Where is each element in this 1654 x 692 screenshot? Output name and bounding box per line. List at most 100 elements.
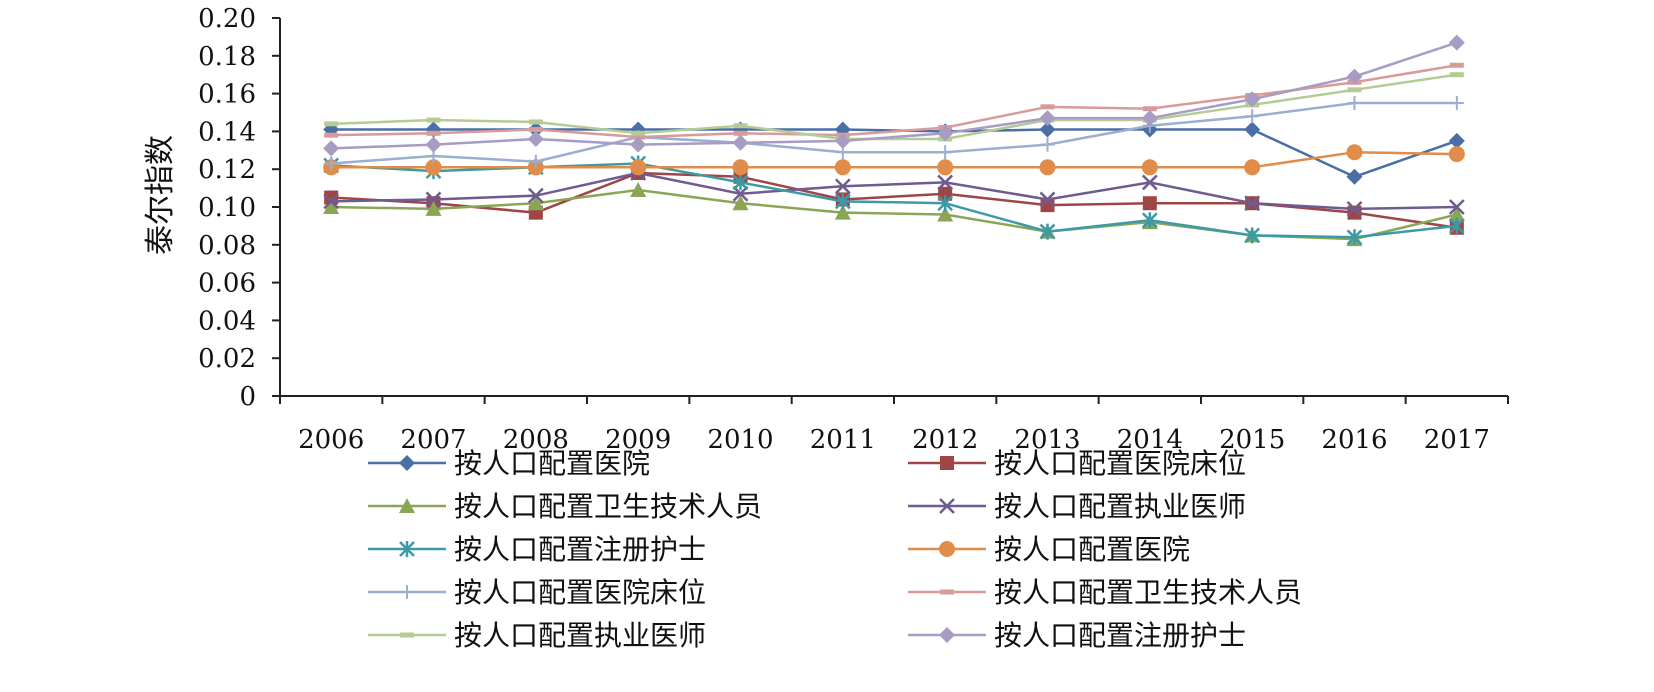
legend-item: 按人口配置注册护士	[368, 533, 706, 566]
data-point-shape	[834, 159, 851, 176]
legend-marker	[939, 627, 955, 643]
x-tick-label: 2013	[1014, 425, 1080, 455]
y-tick-label: 0.18	[198, 42, 256, 72]
data-point	[1039, 159, 1056, 176]
data-point-shape	[324, 156, 339, 171]
legend-marker	[940, 589, 954, 595]
legend-marker-shape	[940, 456, 954, 470]
y-tick-label: 0.12	[198, 155, 256, 185]
data-point	[527, 195, 544, 211]
data-point-shape	[1346, 144, 1363, 161]
y-tick-label: 0.08	[198, 231, 256, 261]
data-point-shape	[1039, 110, 1056, 127]
series-line	[331, 171, 1458, 230]
data-point-shape	[1141, 159, 1158, 176]
data-point	[937, 195, 954, 212]
data-point-shape	[1449, 72, 1464, 78]
legend-marker-shape	[399, 541, 415, 557]
data-point-shape	[1346, 229, 1363, 246]
data-point-shape	[937, 206, 954, 222]
y-tick-label: 0.20	[198, 4, 256, 34]
data-point	[630, 136, 647, 153]
data-point-shape	[732, 134, 749, 151]
legend-item: 按人口配置医院	[368, 447, 650, 480]
x-tick-label: 2007	[400, 425, 466, 455]
data-point	[1040, 137, 1055, 152]
data-point-shape	[1244, 227, 1261, 244]
series-4	[323, 165, 1465, 217]
legend-marker-shape	[939, 627, 955, 643]
data-point-shape	[527, 195, 544, 211]
data-point	[1244, 159, 1261, 176]
legend-marker-shape	[400, 585, 414, 599]
legend-item: 按人口配置医院床位	[368, 576, 706, 609]
y-tick-label: 0.02	[198, 344, 256, 374]
data-point-shape	[425, 191, 442, 208]
data-point	[1244, 227, 1261, 244]
legend-label: 按人口配置执业医师	[454, 619, 706, 652]
data-point	[1346, 201, 1363, 217]
data-point	[834, 193, 851, 210]
legend-item: 按人口配置医院床位	[908, 447, 1246, 480]
legend-marker-shape	[939, 498, 955, 514]
data-point-shape	[732, 174, 749, 191]
data-point-shape	[1039, 223, 1056, 240]
data-point	[1346, 68, 1363, 85]
data-point	[1448, 217, 1465, 234]
data-point-shape	[1040, 137, 1055, 152]
data-point-shape	[631, 130, 646, 136]
data-point	[1245, 109, 1260, 124]
x-tick-label: 2016	[1321, 425, 1387, 455]
data-point-shape	[1142, 106, 1157, 112]
legend-label: 按人口配置医院	[454, 447, 650, 480]
data-point-shape	[528, 119, 543, 125]
x-tick-label: 2012	[912, 425, 978, 455]
data-point	[1448, 146, 1465, 163]
data-point-shape	[425, 200, 442, 216]
data-point	[732, 174, 749, 191]
data-point	[1347, 87, 1362, 93]
data-point	[425, 159, 442, 176]
legend-marker-shape	[939, 541, 955, 557]
data-point	[1141, 159, 1158, 176]
data-point-shape	[732, 195, 749, 211]
data-point-shape	[324, 121, 339, 127]
data-point-shape	[1245, 109, 1260, 124]
data-point	[937, 206, 954, 222]
data-point	[323, 193, 340, 210]
legend-label: 按人口配置注册护士	[454, 533, 706, 566]
y-tick-label: 0.16	[198, 80, 256, 110]
data-point	[732, 159, 749, 176]
data-point	[732, 134, 749, 151]
legend-marker-shape	[399, 455, 415, 471]
data-point	[1244, 121, 1261, 138]
series-line	[331, 41, 1458, 150]
data-point-shape	[426, 117, 441, 123]
x-tick-label: 2006	[298, 425, 364, 455]
data-point	[733, 123, 748, 129]
data-point	[938, 186, 953, 201]
series-line	[331, 101, 1457, 165]
data-point-shape	[630, 136, 647, 153]
data-point	[527, 130, 544, 147]
data-point-shape	[1244, 159, 1261, 176]
data-point-shape	[1449, 62, 1464, 68]
data-point-shape	[1448, 217, 1465, 234]
data-point-shape	[425, 136, 442, 153]
legend-item: 按人口配置卫生技术人员	[908, 576, 1302, 609]
legend-label: 按人口配置注册护士	[994, 619, 1246, 652]
data-point-shape	[323, 193, 340, 210]
data-point	[528, 127, 543, 133]
data-point-shape	[630, 159, 647, 176]
legend-item: 按人口配置执业医师	[368, 619, 706, 652]
data-point	[1244, 91, 1261, 108]
data-point-shape	[1039, 159, 1056, 176]
data-point-shape	[1448, 199, 1465, 215]
legend-marker	[939, 498, 955, 514]
legend-item: 按人口配置执业医师	[908, 490, 1246, 523]
data-point-shape	[1141, 174, 1158, 191]
data-point	[732, 185, 749, 202]
data-point	[1449, 72, 1464, 78]
data-point	[1039, 110, 1056, 127]
